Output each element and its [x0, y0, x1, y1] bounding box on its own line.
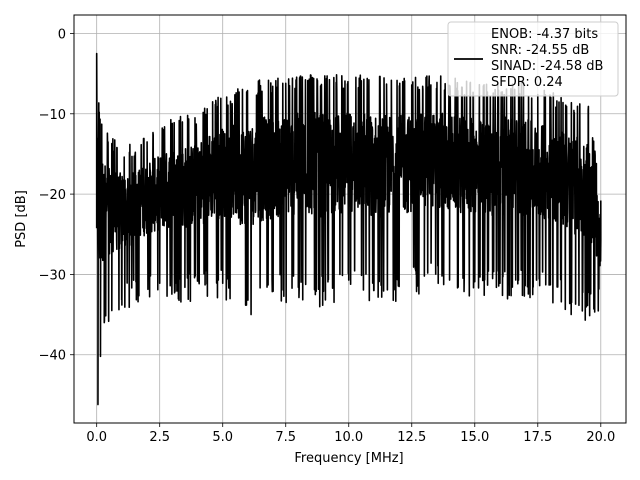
- legend-line-4: SFDR: 0.24: [491, 75, 563, 90]
- x-axis-label: Frequency [MHz]: [294, 451, 403, 466]
- y-axis-ticks: 0 −10 −20 −30 −40: [39, 27, 74, 364]
- x-tick-label: 10.0: [334, 430, 363, 445]
- x-tick-label: 5.0: [212, 430, 233, 445]
- x-tick-label: 7.5: [275, 430, 296, 445]
- y-tick-label: −40: [39, 349, 66, 364]
- x-tick-label: 12.5: [397, 430, 426, 445]
- y-axis-label: PSD [dB]: [14, 190, 29, 248]
- x-tick-label: 15.0: [460, 430, 489, 445]
- x-tick-label: 2.5: [149, 430, 170, 445]
- legend-line-1: ENOB: -4.37 bits: [491, 27, 598, 42]
- psd-series-line: [95, 52, 602, 406]
- legend: ENOB: -4.37 bits SNR: -24.55 dB SINAD: -…: [447, 21, 619, 97]
- y-tick-label: −10: [39, 108, 66, 123]
- x-tick-label: 20.0: [586, 430, 615, 445]
- x-axis-ticks: 0.0 2.5 5.0 7.5 10.0 12.5 15.0 17.5 20.0: [86, 423, 615, 445]
- psd-trace: [95, 52, 602, 406]
- x-tick-label: 17.5: [523, 430, 552, 445]
- y-tick-label: 0: [58, 27, 66, 42]
- plot-frame: [73, 14, 627, 424]
- x-tick-label: 0.0: [86, 430, 107, 445]
- legend-line-3: SINAD: -24.58 dB: [491, 59, 603, 74]
- y-tick-label: −20: [39, 188, 66, 203]
- legend-box: [447, 21, 619, 97]
- y-tick-label: −30: [39, 268, 66, 283]
- legend-line-2: SNR: -24.55 dB: [491, 43, 589, 58]
